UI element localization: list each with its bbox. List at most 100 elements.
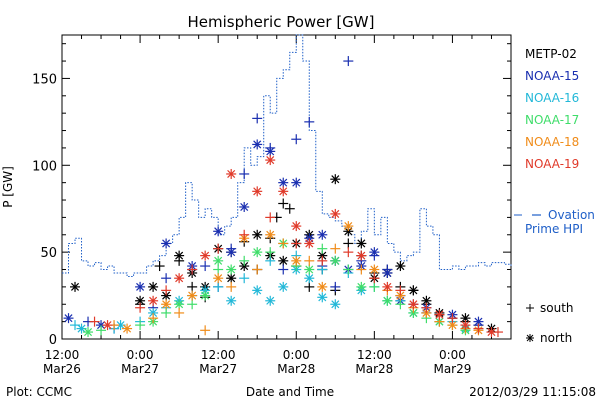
point-noaa-15-south-13 bbox=[304, 116, 315, 127]
point-metp-02-south-3 bbox=[187, 281, 198, 292]
point-noaa-15-north-13 bbox=[317, 229, 328, 240]
point-noaa-18-north-5-d2 bbox=[266, 230, 275, 239]
point-noaa-17-north-6 bbox=[252, 247, 263, 258]
point-metp-02-north-4 bbox=[174, 250, 185, 261]
x-tick-time-5: 0:00 bbox=[439, 348, 466, 362]
point-noaa-18-south-7 bbox=[304, 255, 315, 266]
legend-ovation-label-2: Prime HPI bbox=[525, 222, 583, 236]
point-noaa-18-south-3 bbox=[200, 325, 211, 336]
point-noaa-16-north-11-d2 bbox=[318, 293, 327, 302]
point-noaa-17-north-8-d2 bbox=[305, 265, 314, 274]
plot-frame bbox=[61, 34, 512, 340]
point-noaa-15-north-3 bbox=[161, 238, 172, 249]
point-metp-02-north-12-d2 bbox=[279, 256, 288, 265]
point-noaa-17-south-10 bbox=[369, 281, 380, 292]
point-noaa-16-north-2-d2 bbox=[149, 308, 158, 317]
point-metp-02-north-3-d2 bbox=[162, 291, 171, 300]
point-noaa-19-south-2 bbox=[161, 285, 172, 296]
point-metp-02-north-21 bbox=[395, 261, 406, 272]
point-noaa-18-north-3 bbox=[213, 273, 224, 284]
x-tick-date-4: Mar28 bbox=[355, 362, 393, 376]
point-metp-02-north-4-d2 bbox=[175, 251, 184, 260]
point-noaa-19-north-8 bbox=[291, 221, 302, 232]
point-noaa-18-north-2 bbox=[187, 290, 198, 301]
point-noaa-16-north-7 bbox=[265, 295, 276, 306]
point-metp-02-north-25-d2 bbox=[461, 314, 470, 323]
point-noaa-15-north-7 bbox=[239, 201, 250, 212]
point-noaa-18-north-7-d2 bbox=[318, 282, 327, 291]
y-tick-label-1: 50 bbox=[40, 246, 57, 261]
point-noaa-15-north-8 bbox=[252, 139, 263, 150]
point-metp-02-north-23 bbox=[421, 295, 432, 306]
point-noaa-19-north-2-d2 bbox=[175, 274, 184, 283]
point-noaa-18-north-6 bbox=[291, 255, 302, 266]
point-noaa-19-south-0 bbox=[89, 316, 100, 327]
point-noaa-15-north-6 bbox=[226, 247, 237, 258]
point-noaa-18-north-9-d2 bbox=[370, 265, 379, 274]
point-noaa-15-north-17-d2 bbox=[370, 248, 379, 257]
point-noaa-17-north-10-d2 bbox=[357, 282, 366, 291]
point-noaa-19-north-10 bbox=[330, 208, 341, 219]
point-noaa-15-south-3 bbox=[161, 273, 172, 284]
point-noaa-15-north-0 bbox=[63, 313, 74, 324]
point-noaa-15-south-8 bbox=[239, 168, 250, 179]
point-metp-02-north-1 bbox=[135, 295, 146, 306]
point-noaa-16-north-6-d2 bbox=[253, 286, 262, 295]
point-noaa-15-north-10 bbox=[278, 177, 289, 188]
point-metp-02-north-22 bbox=[408, 285, 419, 296]
point-noaa-15-north-13-d2 bbox=[318, 230, 327, 239]
point-noaa-18-south-6 bbox=[278, 238, 289, 249]
point-noaa-19-north-14 bbox=[434, 309, 445, 320]
point-noaa-18-south-1 bbox=[148, 313, 159, 324]
y-tick-label-3: 150 bbox=[32, 72, 57, 87]
point-noaa-19-south-9 bbox=[343, 247, 354, 258]
point-noaa-15-north-7-d2 bbox=[240, 202, 249, 212]
point-metp-02-north-23-d2 bbox=[422, 296, 431, 305]
point-noaa-15-north-2-d2 bbox=[136, 282, 145, 291]
point-noaa-16-south-5 bbox=[213, 281, 224, 292]
chart-title: Hemispheric Power [GW] bbox=[188, 13, 375, 31]
point-noaa-17-south-8 bbox=[317, 243, 328, 254]
point-noaa-17-south-6 bbox=[265, 247, 276, 258]
point-noaa-15-south-5 bbox=[200, 261, 211, 272]
point-noaa-18-north-1 bbox=[161, 299, 172, 310]
x-axis: 12:00Mar260:00Mar2712:00Mar270:00Mar2812… bbox=[43, 35, 492, 376]
x-tick-time-1: 0:00 bbox=[127, 348, 154, 362]
point-noaa-15-north-1-d2 bbox=[97, 321, 106, 330]
point-noaa-17-south-1 bbox=[135, 320, 146, 331]
point-metp-02-north-22-d2 bbox=[409, 286, 418, 295]
point-metp-02-north-25 bbox=[460, 313, 471, 324]
point-noaa-17-north-12 bbox=[408, 307, 419, 318]
point-noaa-15-north-18-d2 bbox=[383, 268, 392, 278]
point-noaa-16-north-5-d2 bbox=[227, 296, 236, 305]
point-noaa-19-north-10-d2 bbox=[331, 209, 340, 218]
point-noaa-15-north-22 bbox=[473, 316, 484, 327]
point-noaa-18-north-8 bbox=[343, 221, 354, 232]
point-noaa-19-north-15-d2 bbox=[461, 321, 470, 330]
point-noaa-19-north-6 bbox=[265, 155, 276, 166]
point-noaa-18-north-3-d2 bbox=[214, 274, 223, 283]
point-noaa-15-south-11 bbox=[278, 264, 289, 275]
legend-entry-1: NOAA-15 bbox=[525, 69, 579, 83]
point-noaa-19-north-15 bbox=[460, 320, 471, 331]
point-noaa-19-south-6 bbox=[265, 212, 276, 223]
point-noaa-19-north-0 bbox=[102, 320, 113, 331]
point-noaa-19-south-3 bbox=[187, 264, 198, 275]
point-noaa-16-north-6 bbox=[252, 285, 263, 296]
point-noaa-15-north-22-d2 bbox=[474, 317, 483, 326]
point-noaa-18-north-8-d2 bbox=[344, 222, 353, 231]
point-noaa-16-south-9 bbox=[317, 264, 328, 275]
point-noaa-19-north-3 bbox=[200, 250, 211, 261]
point-noaa-15-north-5 bbox=[213, 226, 224, 237]
point-noaa-16-north-10 bbox=[304, 273, 315, 284]
legend-entry-2: NOAA-16 bbox=[525, 91, 579, 105]
point-noaa-19-south-5 bbox=[239, 229, 250, 240]
point-noaa-15-north-10-d2 bbox=[279, 178, 288, 187]
point-metp-02-north-3 bbox=[161, 290, 172, 301]
point-noaa-19-north-12-d2 bbox=[383, 282, 392, 291]
legend-entry-4: NOAA-18 bbox=[525, 135, 579, 149]
x-tick-date-3: Mar28 bbox=[277, 362, 315, 376]
point-noaa-17-north-0-d2 bbox=[84, 328, 93, 337]
legend-entry-5: NOAA-19 bbox=[525, 157, 579, 171]
